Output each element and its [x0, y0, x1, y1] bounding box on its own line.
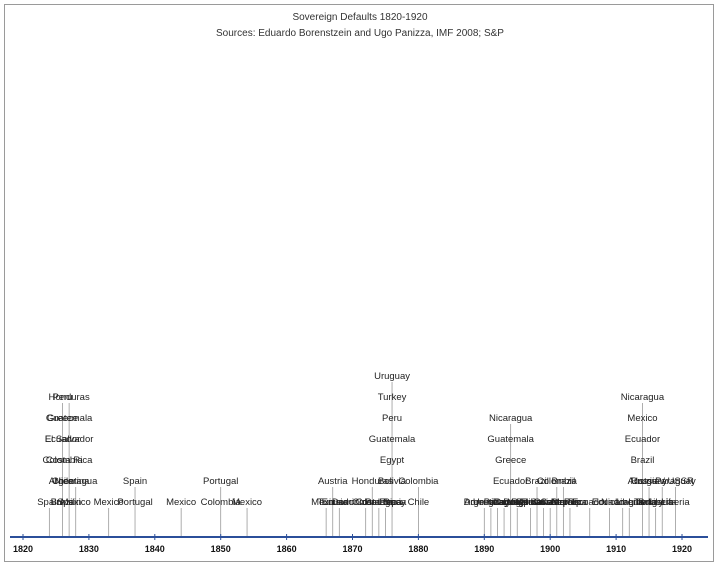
default-country-label: Dominican Rep.: [503, 497, 571, 508]
default-country-label: Colombia: [352, 497, 393, 508]
default-country-label: Costa Rica: [540, 497, 587, 508]
x-tick-label: 1850: [211, 544, 231, 554]
default-country-label: Morocco: [552, 497, 588, 508]
default-country-label: Colombia: [537, 476, 578, 487]
default-country-label: Peru: [53, 392, 73, 403]
x-tick-label: 1830: [79, 544, 99, 554]
default-country-label: Turkey: [378, 392, 407, 403]
default-country-label: Spain: [37, 497, 61, 508]
default-country-label: Colombia: [42, 455, 83, 466]
default-country-label: Spain: [123, 476, 147, 487]
default-country-label: Mexico: [61, 497, 91, 508]
default-country-label: Liberia: [615, 497, 644, 508]
default-country-label: Guatemala: [534, 497, 581, 508]
default-country-label: Austria: [318, 476, 348, 487]
x-tick-label: 1880: [408, 544, 428, 554]
default-country-label: Colombia: [201, 497, 242, 508]
default-country-label: Honduras: [352, 476, 393, 487]
default-country-label: Portugal: [117, 497, 152, 508]
default-country-label: Bolivia: [378, 476, 407, 487]
x-tick-label: 1890: [474, 544, 494, 554]
default-country-label: Bulgaria: [638, 497, 674, 508]
chart-title: Sovereign Defaults 1820-1920: [292, 12, 428, 23]
default-country-label: Brazil: [551, 476, 575, 487]
default-country-label: Guatemala: [487, 434, 534, 445]
default-country-label: Mexico: [627, 413, 657, 424]
default-country-label: Ecuador: [572, 497, 607, 508]
chart-header: Sovereign Defaults 1820-1920 Sources: Ed…: [0, 10, 720, 42]
default-country-label: Greece: [495, 455, 526, 466]
default-country-label: Mexico: [311, 497, 341, 508]
x-tick-label: 1840: [145, 544, 165, 554]
default-country-label: Nicaragua: [601, 497, 645, 508]
x-tick-label: 1910: [606, 544, 626, 554]
default-country-label: Costa Rica: [46, 455, 93, 466]
default-country-label: Ecuador: [592, 497, 627, 508]
default-country-label: Paraguay: [365, 497, 406, 508]
default-country-label: Chile: [408, 497, 430, 508]
default-country-label: Nicaragua: [54, 476, 98, 487]
default-country-label: Turkey: [635, 497, 664, 508]
default-country-label: Yugoslavia: [507, 497, 554, 508]
default-country-label: Paraguay: [655, 476, 696, 487]
x-tick-label: 1860: [277, 544, 297, 554]
default-country-label: Portugal: [203, 476, 238, 487]
default-country-label: Peru: [382, 413, 402, 424]
x-tick-label: 1900: [540, 544, 560, 554]
default-country-label: Honduras: [49, 392, 90, 403]
default-country-label: Liberia: [628, 497, 657, 508]
default-country-label: Dominican Rep.: [332, 497, 400, 508]
default-country-label: Chile: [52, 476, 74, 487]
default-country-label: Uruguay: [631, 476, 667, 487]
default-country-label: Egypt: [380, 455, 405, 466]
default-country-label: Tunisia: [318, 497, 349, 508]
default-country-label: Ecuador: [45, 434, 80, 445]
default-country-label: Ecuador: [493, 476, 528, 487]
default-country-label: Ecuador: [625, 434, 660, 445]
default-country-label: Liberia: [648, 497, 677, 508]
default-country-label: Nicaragua: [621, 392, 665, 403]
x-tick-label: 1820: [13, 544, 33, 554]
default-country-label: Costa Rica: [356, 497, 403, 508]
default-country-label: Guatemala: [46, 413, 93, 424]
default-country-label: Portugal: [493, 497, 528, 508]
default-country-label: Dominican Rep.: [464, 497, 532, 508]
default-country-label: Ecuador: [322, 497, 357, 508]
default-country-label: Mexico: [166, 497, 196, 508]
default-country-label: Greece: [47, 413, 78, 424]
default-country-label: Spain: [57, 497, 81, 508]
default-country-label: Guatemala: [369, 434, 416, 445]
x-axis-ticks: 1820 1830 1840 1850 1860 1870 1880 1890 1900 1910…: [13, 534, 692, 554]
default-country-label: Colombia: [398, 476, 439, 487]
x-tick-label: 1920: [672, 544, 692, 554]
default-country-label: Brazil: [631, 455, 655, 466]
default-country-label: Russia / USSR: [631, 476, 694, 487]
chart-subtitle: Sources: Eduardo Borenstzein and Ugo Pan…: [216, 28, 504, 39]
default-country-label: Dominican Rep.: [516, 497, 584, 508]
chart-frame: [4, 4, 714, 562]
default-country-label: Nicaragua: [489, 413, 533, 424]
default-country-label: Brazil: [51, 497, 75, 508]
default-country-label: Austria: [628, 476, 658, 487]
default-country-label: Argentina: [49, 476, 90, 487]
default-country-label: El Salvador: [519, 497, 568, 508]
default-country-label: Argentina: [464, 497, 505, 508]
default-country-label: Costa Rica: [494, 497, 541, 508]
x-tick-label: 1870: [342, 544, 362, 554]
timeline-labels: SpainBrazilChileColombiaEcuadorGreecePer…: [37, 371, 696, 508]
default-country-label: El Salvador: [45, 434, 94, 445]
default-country-label: Paraguay: [484, 497, 525, 508]
default-country-label: Uruguay: [473, 497, 509, 508]
default-country-label: Liberia: [378, 497, 407, 508]
default-country-label: Liberia: [661, 497, 690, 508]
default-country-label: Mexico: [94, 497, 124, 508]
timeline-lines: [48, 382, 676, 537]
default-country-label: Uruguay: [374, 371, 410, 382]
default-country-label: Brazil: [525, 476, 549, 487]
default-country-label: Mexico: [232, 497, 262, 508]
